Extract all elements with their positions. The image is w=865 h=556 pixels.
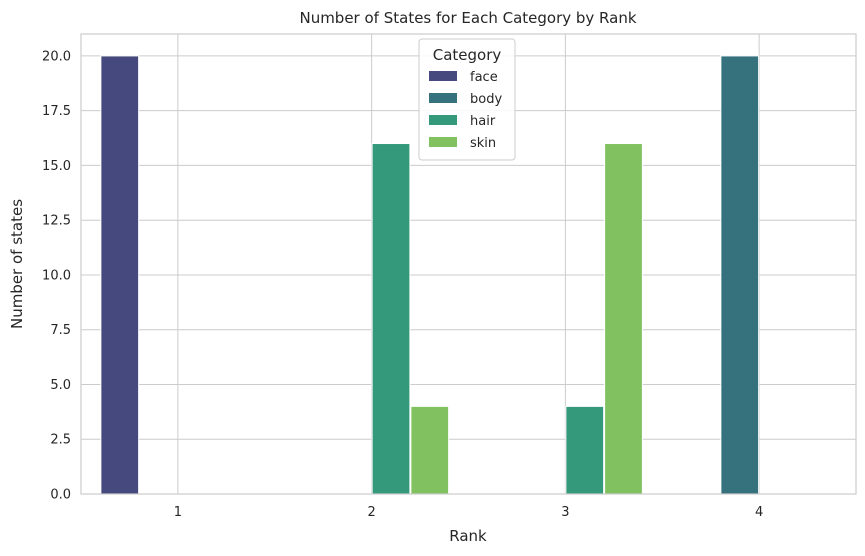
- x-tick-label: 2: [367, 505, 375, 520]
- y-tick-label: 2.5: [50, 433, 71, 448]
- bar-skin-rank-2: [410, 405, 450, 495]
- x-tick-label: 1: [174, 505, 182, 520]
- x-tick-labels: 1 2 3 4: [174, 505, 764, 520]
- y-tick-label: 12.5: [42, 214, 71, 229]
- bar-hair-rank-3: [565, 405, 605, 495]
- x-tick-label: 3: [561, 505, 569, 520]
- legend-swatch-face: [429, 71, 457, 81]
- y-tick-label: 10.0: [42, 268, 71, 283]
- legend-items: face body hair skin: [429, 70, 502, 151]
- legend-label-skin: skin: [470, 136, 496, 151]
- y-tick-label: 5.0: [50, 378, 71, 393]
- y-tick-label: 17.5: [42, 104, 71, 119]
- y-tick-label: 0.0: [50, 488, 71, 503]
- y-tick-label: 20.0: [42, 49, 71, 64]
- y-tick-label: 7.5: [50, 323, 71, 338]
- chart-title: Number of States for Each Category by Ra…: [299, 9, 636, 27]
- bar-skin-rank-3: [604, 143, 643, 495]
- y-axis-label: Number of states: [8, 199, 26, 329]
- legend-label-face: face: [470, 70, 498, 85]
- legend-label-hair: hair: [470, 114, 496, 129]
- legend-title: Category: [433, 46, 502, 64]
- plot-frame: [80, 33, 857, 495]
- bar-face-rank-1: [100, 55, 140, 495]
- bar-body-rank-4: [720, 55, 760, 495]
- y-tick-label: 15.0: [42, 159, 71, 174]
- x-tick-label: 4: [755, 505, 763, 520]
- y-tick-labels: 0.0 2.5 5.0 7.5 10.0 12.5 15.0 17.5 20.0: [42, 49, 71, 502]
- x-axis-label: Rank: [449, 527, 487, 545]
- legend-label-body: body: [470, 92, 502, 107]
- legend-swatch-skin: [429, 137, 457, 147]
- legend-swatch-hair: [429, 115, 457, 125]
- legend: Category face body hair skin: [418, 38, 516, 161]
- bars: [100, 55, 760, 495]
- bar-hair-rank-2: [371, 143, 411, 495]
- legend-box: [418, 38, 516, 161]
- legend-swatch-body: [429, 93, 457, 103]
